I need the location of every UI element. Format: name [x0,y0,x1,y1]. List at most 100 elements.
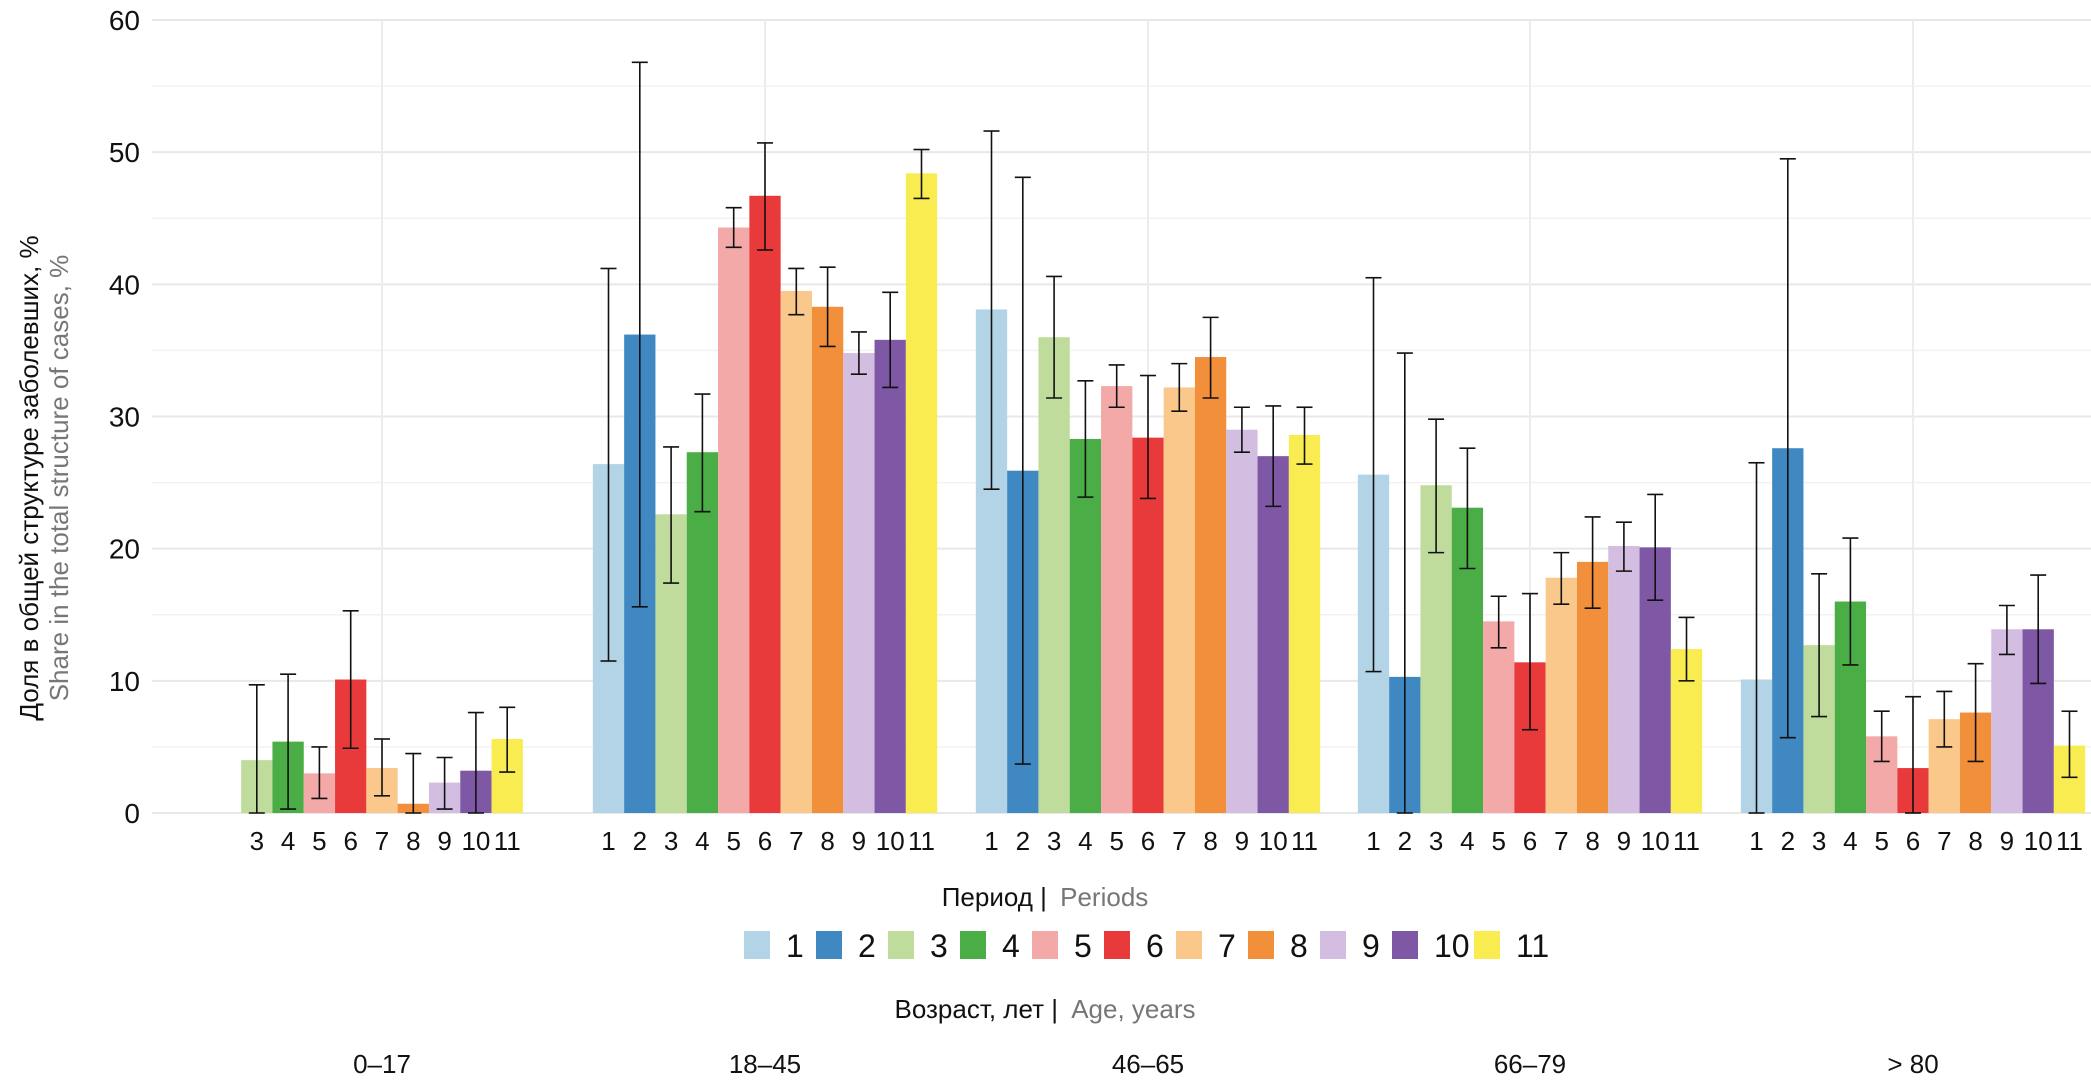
x-tick-label: 4 [695,826,709,856]
bar-66–79-period-5 [1483,621,1515,813]
x-tick-label: 10 [2024,826,2053,856]
age-group-label: 0–17 [353,1049,411,1079]
legend-label-3: 3 [930,928,948,964]
legend-swatch-9 [1320,931,1346,959]
x-tick-label: 11 [908,826,935,856]
legend-label-6: 6 [1146,928,1164,964]
x-tick-label: 3 [1429,826,1443,856]
x-tick-label: 4 [1843,826,1857,856]
x-tick-label: 4 [1460,826,1474,856]
x-tick-label: 7 [1937,826,1951,856]
legend-label-10: 10 [1434,928,1470,964]
x-tick-label: 1 [1749,826,1763,856]
x-tick-label: 11 [2056,826,2083,856]
x-tick-label: 2 [1016,826,1030,856]
age-group-label: 18–45 [729,1049,801,1079]
x-tick-label: 9 [437,826,451,856]
y-tick-label: 60 [109,5,140,36]
legend-swatch-10 [1392,931,1418,959]
legend-label-1: 1 [786,928,804,964]
y-axis-title-en: Share in the total structure of cases, % [44,255,74,702]
x-tick-label: 9 [852,826,866,856]
legend-title-en: Periods [1060,882,1148,912]
x-tick-label: 6 [758,826,772,856]
legend-label-7: 7 [1218,928,1236,964]
y-tick-label: 20 [109,534,140,565]
age-group-label: 46–65 [1112,1049,1184,1079]
bar-18–45-period-11 [905,173,938,813]
bar-46–65-period-6 [1132,437,1164,813]
y-axis-title-ru: Доля в общей структуре заболевших, % [14,235,44,720]
legend-title-ru: Период | [942,882,1047,912]
y-tick-label: 10 [109,666,140,697]
x-tick-label: 2 [1398,826,1412,856]
x-tick-label: 8 [406,826,420,856]
bar-46–65-period-7 [1163,387,1195,813]
bar-18–45-period-8 [811,306,844,813]
legend-label-8: 8 [1290,928,1308,964]
legend: Период | Periods 1 2 3 4 5 6 7 8 9 10 11 [744,882,1549,964]
bar-46–65-period-8 [1194,357,1227,813]
x-tick-label: 8 [1203,826,1217,856]
x-tick-label: 5 [1109,826,1123,856]
x-tick-label: 4 [1078,826,1092,856]
x-tick-label: 6 [1523,826,1537,856]
x-tick-label: 8 [820,826,834,856]
x-tick-label: 3 [664,826,678,856]
x-tick-label: 4 [281,826,295,856]
x-tick-label: 3 [250,826,264,856]
legend-swatch-8 [1248,931,1274,959]
bar-46–65-period-5 [1101,386,1133,813]
legend-items: 1 2 3 4 5 6 7 8 9 10 11 [744,928,1549,964]
x-axis-title-en: Age, years [1071,994,1195,1024]
x-tick-label: 3 [1047,826,1061,856]
legend-title: Период | Periods [942,882,1149,912]
x-tick-label: 2 [633,826,647,856]
x-tick-label: 1 [984,826,998,856]
legend-label-2: 2 [858,928,876,964]
y-tick-label: 50 [109,137,140,168]
x-tick-label: 5 [726,826,740,856]
legend-label-4: 4 [1002,928,1020,964]
x-tick-label: 6 [1141,826,1155,856]
x-tick-label: 3 [1812,826,1826,856]
bar-18–45-period-5 [718,227,750,814]
x-tick-label: 5 [1874,826,1888,856]
bars [241,173,2086,814]
x-tick-label: 1 [601,826,615,856]
bar-66–79-period-7 [1545,577,1577,813]
grid [152,19,2091,814]
bar-46–65-period-10 [1257,456,1289,813]
bar-18–45-period-6 [749,195,781,813]
x-tick-labels: 3 4 5 6 7 8 9 10 11 1 2 3 4 5 6 7 8 9 10 11 1 2 3 4 5 6 7 8 9 10 11 1 2 3… [250,826,2083,856]
x-tick-label: 5 [312,826,326,856]
error-bars [248,61,2078,814]
bar-18–45-period-10 [874,339,906,813]
legend-swatch-7 [1176,931,1202,959]
bar-> 80-period-9 [1991,629,2023,813]
x-tick-label: 9 [2000,826,2014,856]
legend-label-11: 11 [1516,928,1549,964]
age-group-labels: 0–17 18–45 46–65 66–79 > 80 [353,1049,1939,1079]
x-tick-label: 9 [1617,826,1631,856]
x-tick-label: 6 [343,826,357,856]
x-tick-label: 8 [1585,826,1599,856]
x-tick-label: 10 [1259,826,1288,856]
legend-label-9: 9 [1362,928,1380,964]
x-tick-label: 11 [1673,826,1700,856]
x-tick-label: 9 [1235,826,1249,856]
legend-swatch-2 [816,931,842,959]
bar-18–45-period-9 [843,353,875,813]
x-tick-label: 8 [1968,826,1982,856]
legend-swatch-6 [1104,931,1130,959]
bar-66–79-period-9 [1608,546,1640,813]
x-tick-label: 7 [1554,826,1568,856]
x-axis-title: Возраст, лет | Age, years [894,994,1195,1024]
legend-swatch-3 [888,931,914,959]
x-tick-label: 7 [375,826,389,856]
bar-18–45-period-7 [780,290,812,814]
y-tick-label: 30 [109,402,140,433]
legend-swatch-1 [744,931,770,959]
y-tick-label: 40 [109,269,140,300]
x-tick-label: 10 [1641,826,1670,856]
